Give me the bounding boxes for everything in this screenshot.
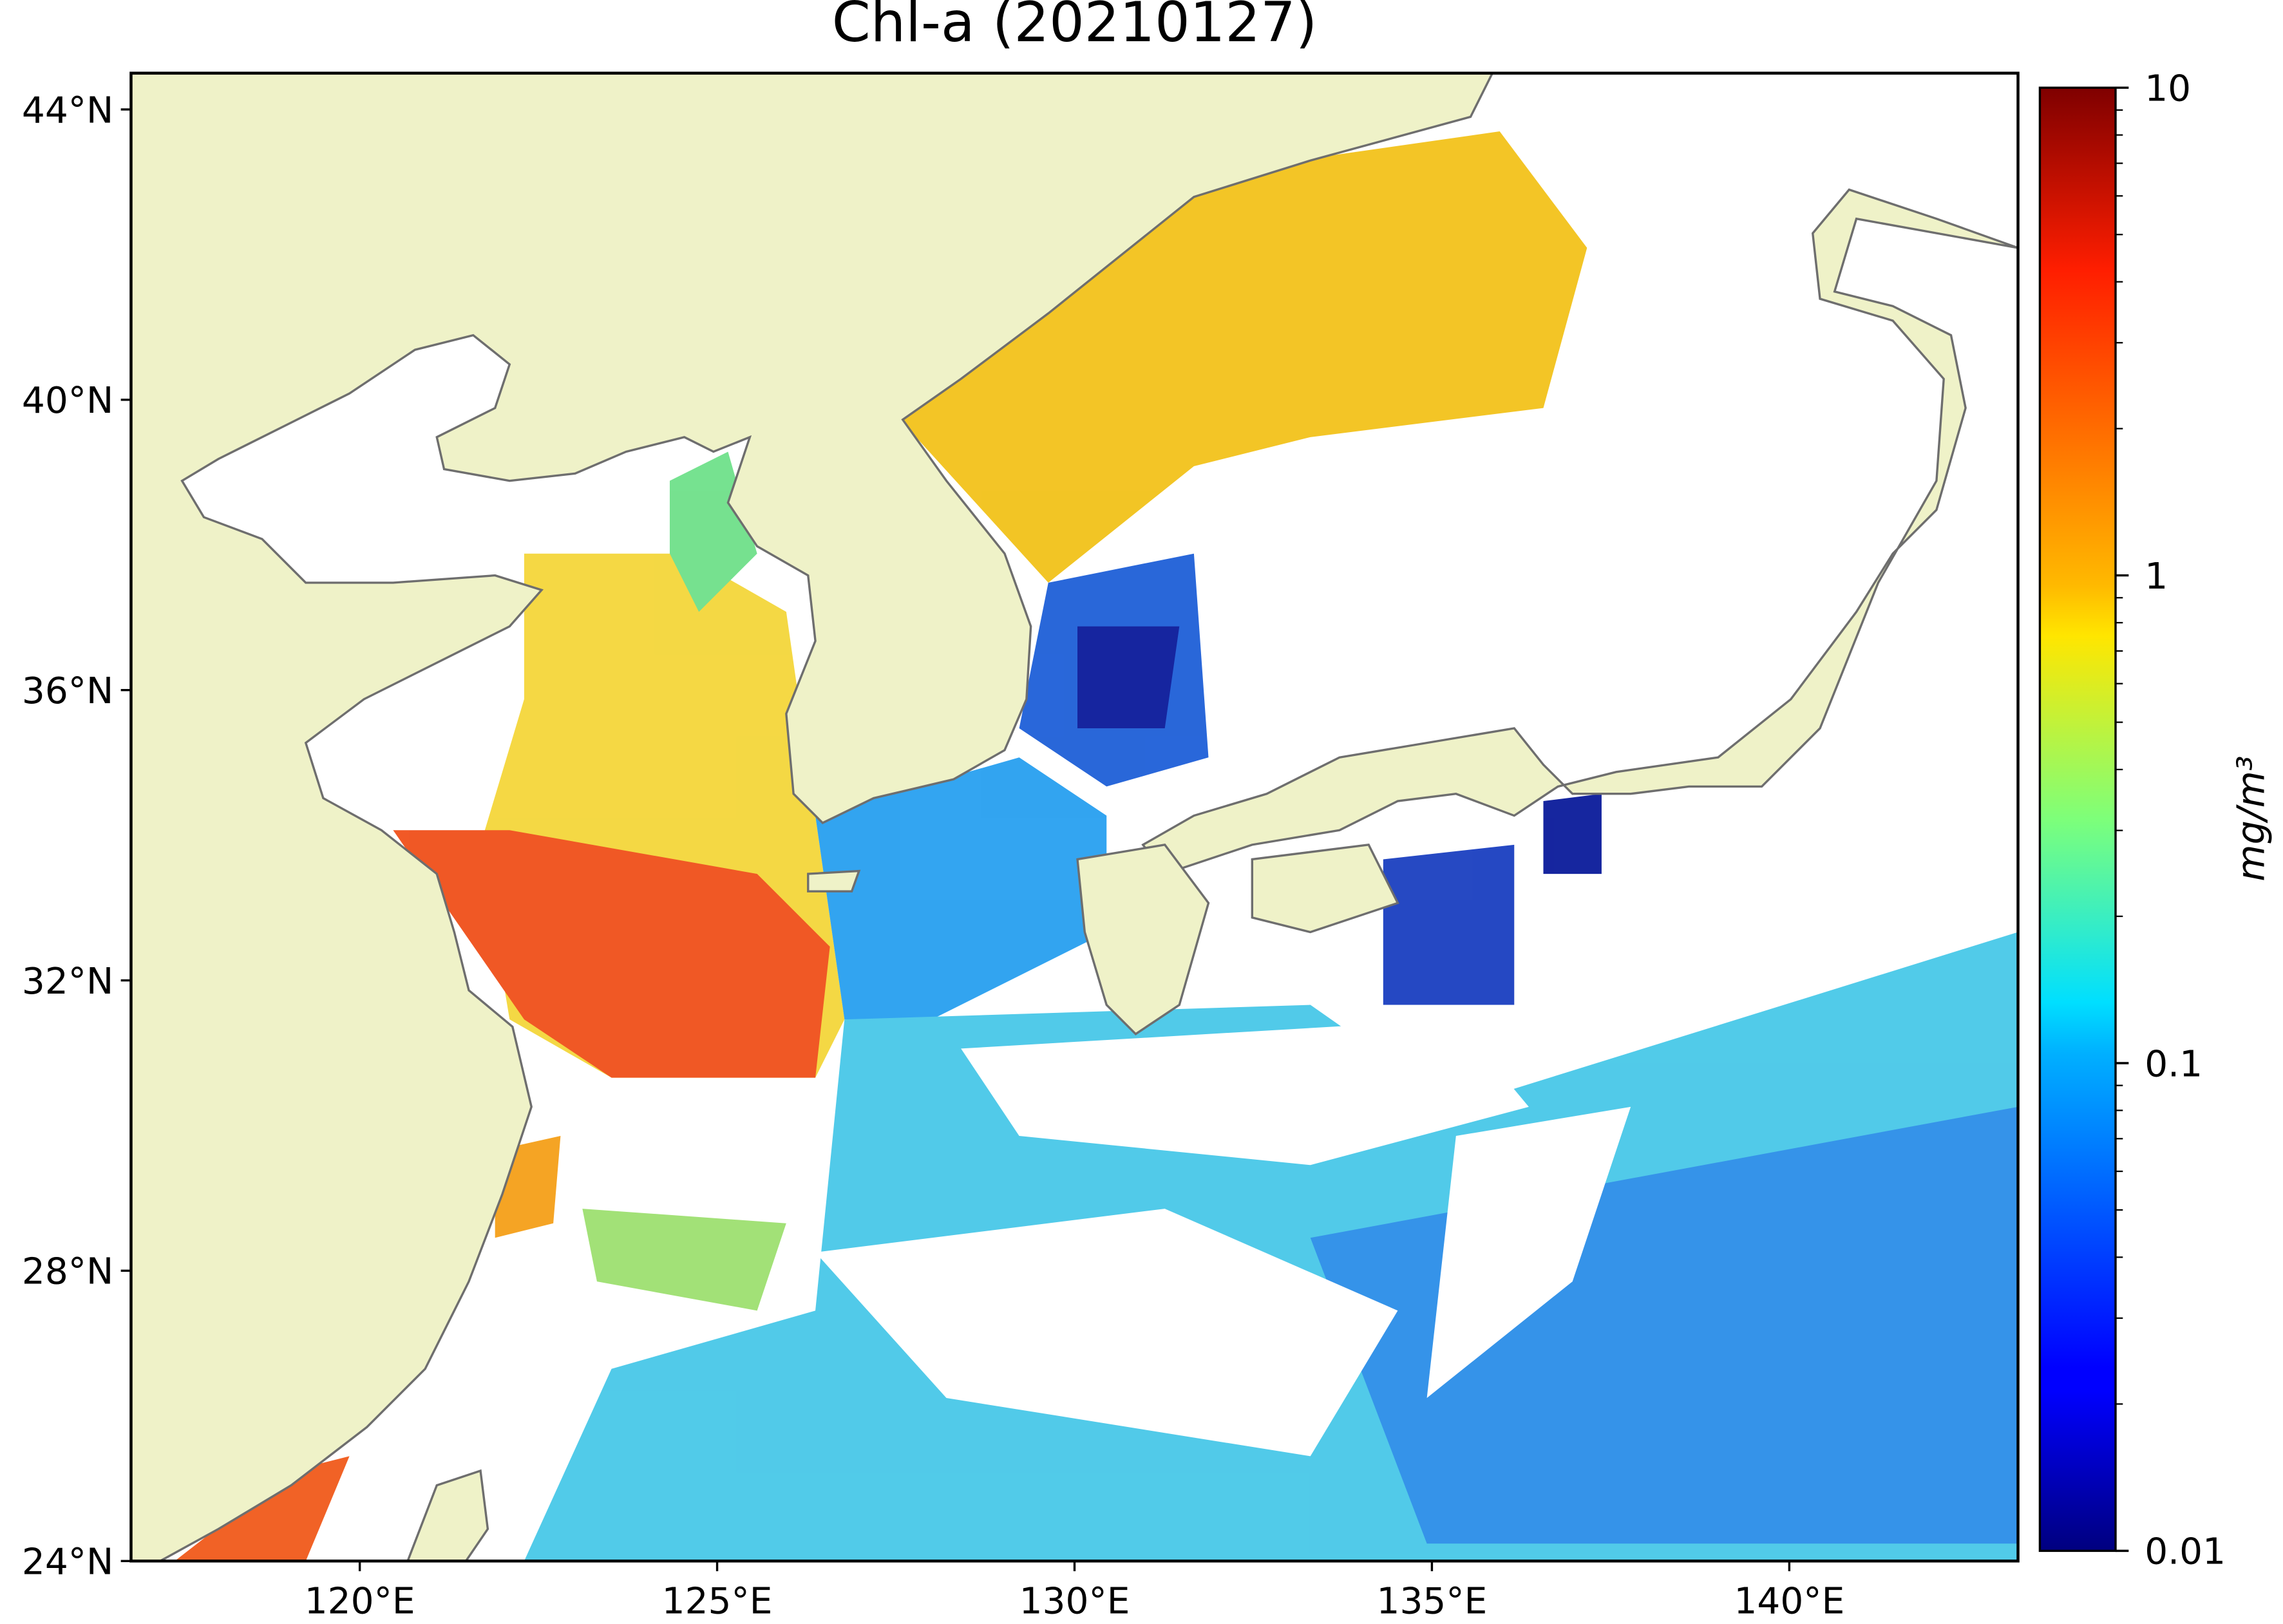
y-tick-label: 36°N — [22, 670, 113, 712]
colorbar-tick-label: 0.1 — [2145, 1043, 2202, 1085]
map-area — [131, 73, 2018, 1562]
y-tick-label: 32°N — [22, 961, 113, 1003]
x-tick-label: 120°E — [305, 1581, 415, 1623]
land — [131, 73, 2018, 1562]
colorbar-label: mg/m³ — [2229, 756, 2273, 882]
x-tick-label: 140°E — [1734, 1581, 1844, 1623]
jeju — [807, 869, 861, 892]
colorbar — [2038, 86, 2117, 1553]
x-tick-label: 125°E — [662, 1581, 773, 1623]
x-tick-label: 135°E — [1377, 1581, 1488, 1623]
title: Chl-a (20210127) — [832, 0, 1318, 55]
asia-mainland — [131, 73, 1494, 1562]
taiwan — [406, 1469, 489, 1562]
chl-field — [175, 131, 2018, 1562]
y-tick-label: 40°N — [22, 380, 113, 422]
x-tick-label: 130°E — [1019, 1581, 1130, 1623]
y-tick-label: 24°N — [22, 1542, 113, 1583]
y-tick-label: 28°N — [22, 1251, 113, 1293]
colorbar-tick-label: 10 — [2145, 68, 2191, 110]
shikoku — [1251, 844, 1399, 934]
colorbar-tick-label: 1 — [2145, 556, 2168, 598]
kyushu — [1076, 844, 1210, 1035]
japan — [1141, 73, 2018, 876]
y-tick-label: 44°N — [22, 90, 113, 131]
colorbar-tick-label: 0.01 — [2145, 1531, 2226, 1573]
